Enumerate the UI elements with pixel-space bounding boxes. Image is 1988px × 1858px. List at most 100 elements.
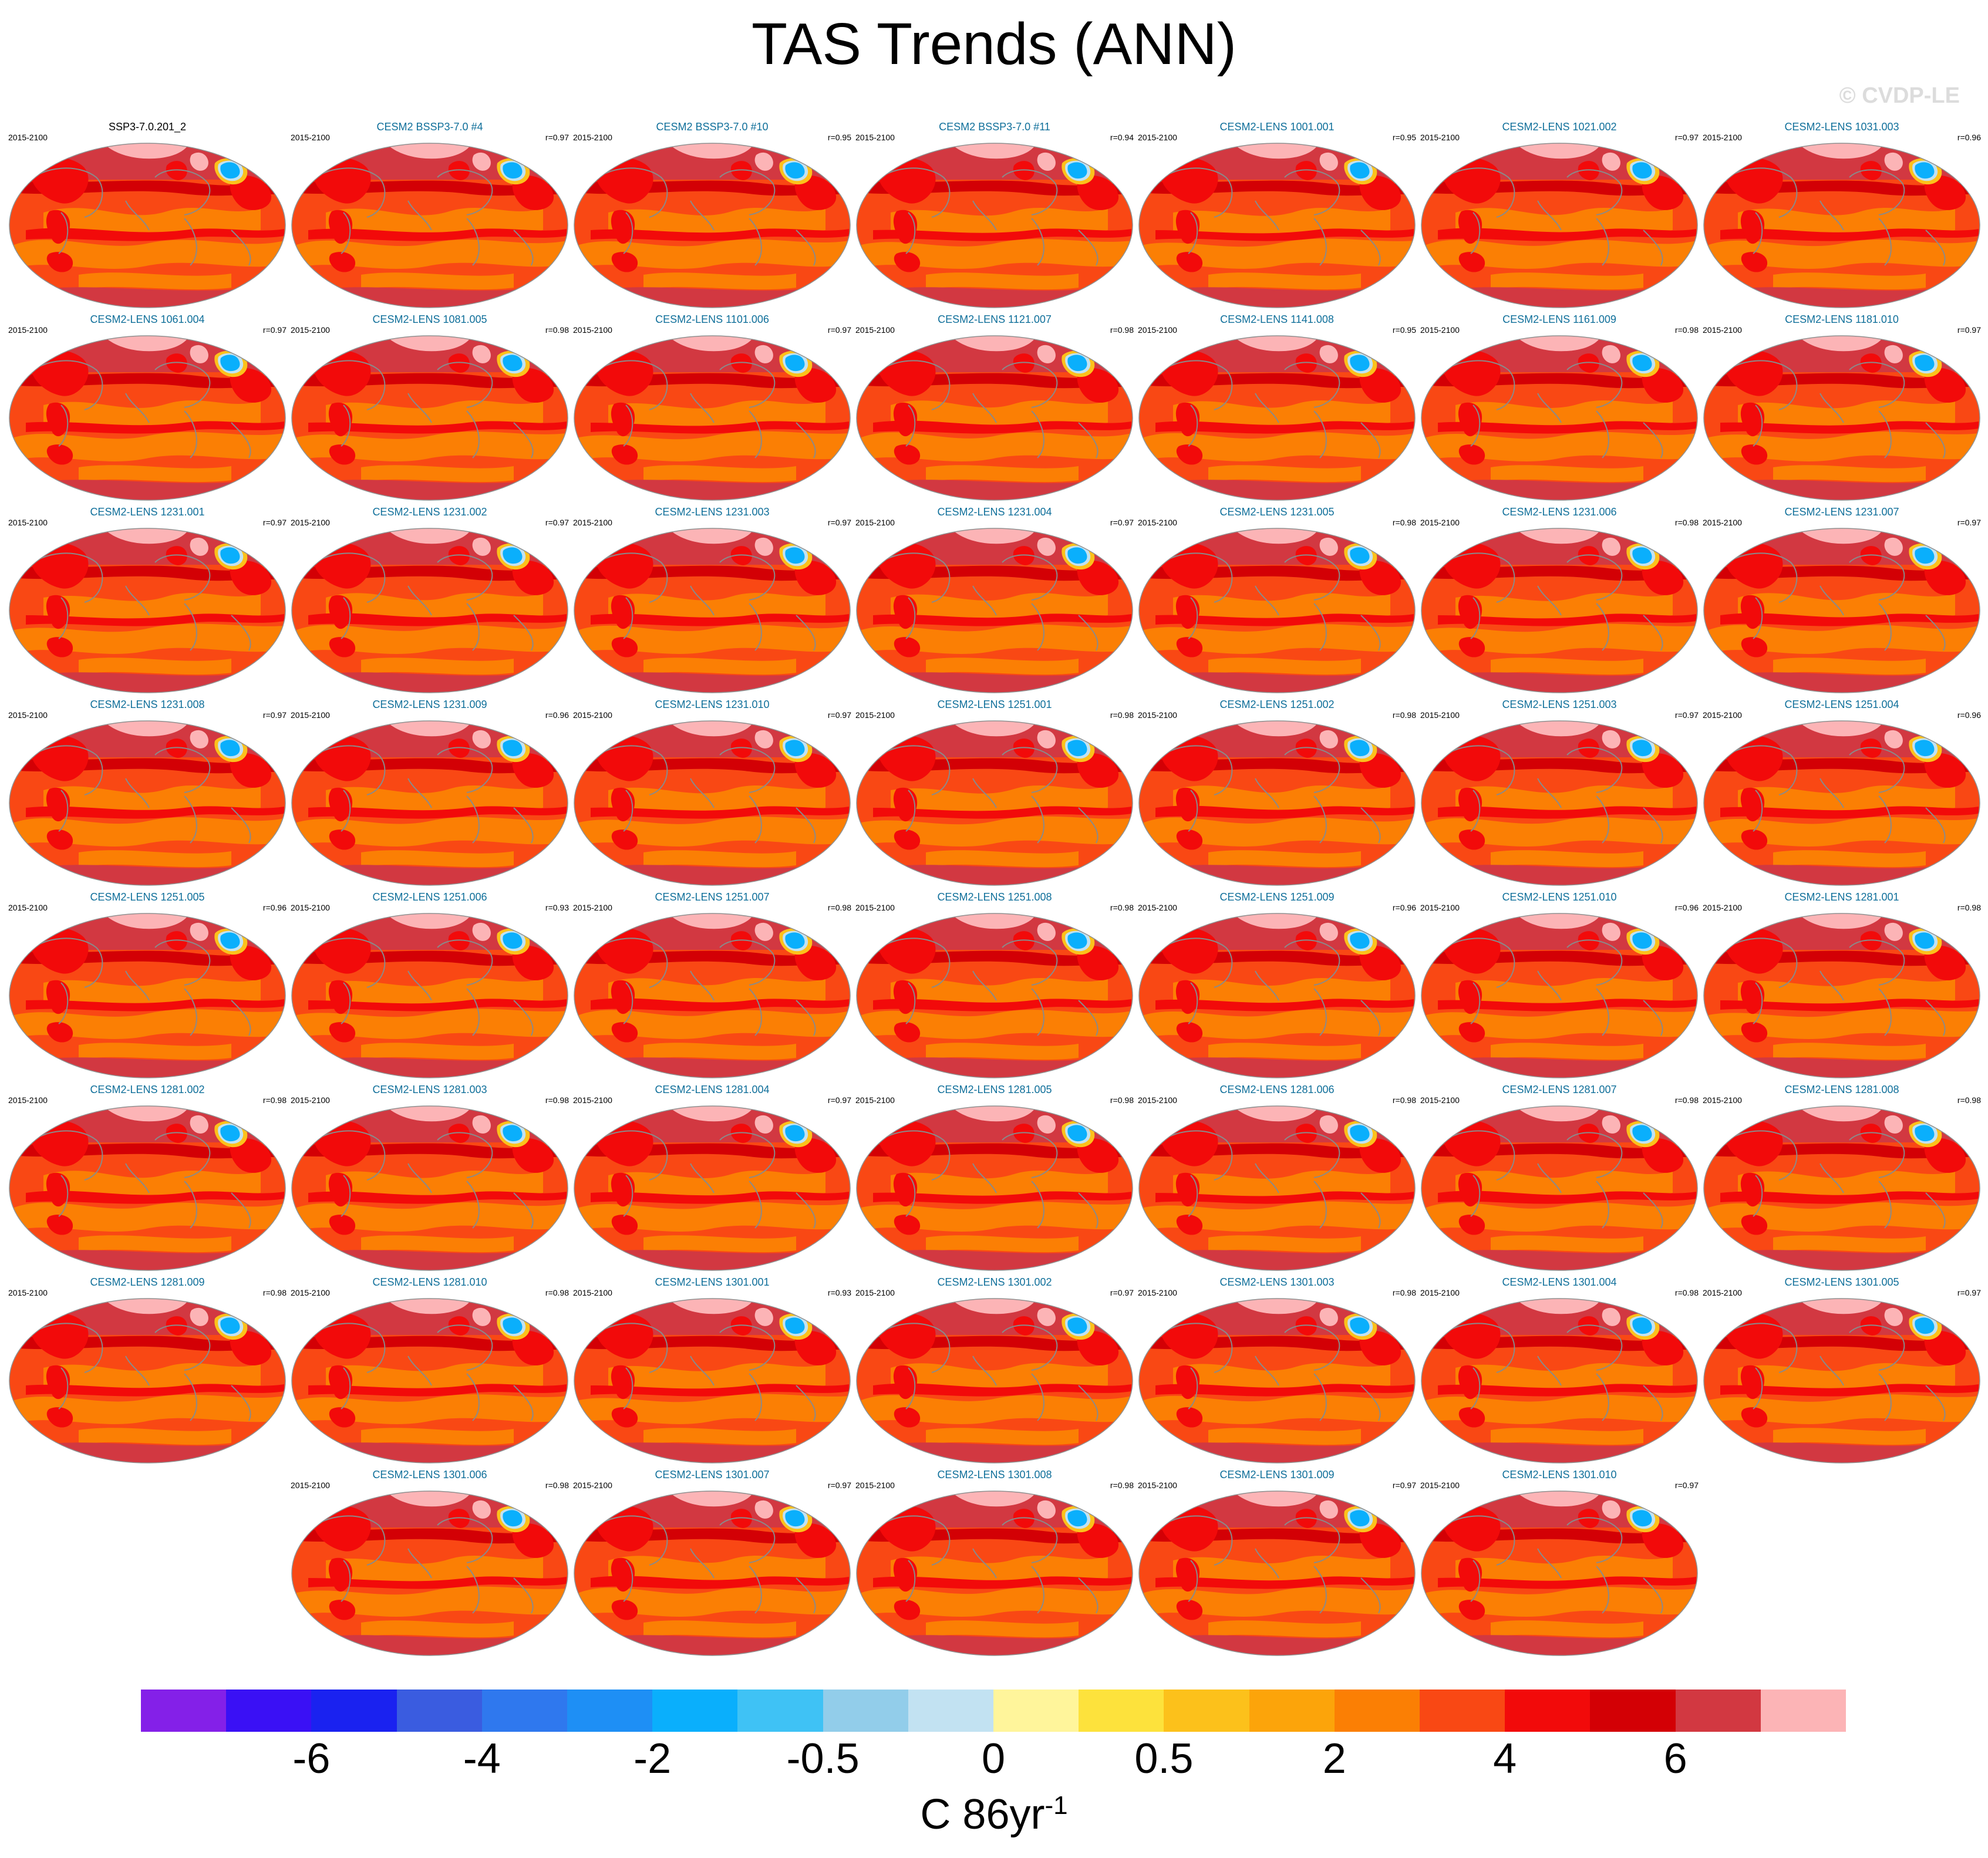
panel-title: CESM2-LENS 1301.005 <box>1784 1276 1899 1288</box>
map-fill <box>857 721 1133 885</box>
panel-title: CESM2-LENS 1231.006 <box>1502 506 1617 518</box>
panel-title: CESM2-LENS 1301.001 <box>655 1276 770 1288</box>
map-panel: CESM2-LENS 1231.005 2015-2100 r=0.98 <box>1138 506 1416 694</box>
panel-period: 2015-2100 <box>855 1481 895 1490</box>
panel-pattern-correlation: r=0.97 <box>1674 710 1699 720</box>
colorbar-box <box>1164 1690 1250 1732</box>
map-panel: CESM2-LENS 1251.003 2015-2100 r=0.97 <box>1420 699 1699 886</box>
panel-map <box>1420 1297 1699 1464</box>
panel-pattern-correlation: r=0.98 <box>1674 1095 1699 1105</box>
panel-map <box>573 335 851 501</box>
map <box>856 1491 1133 1656</box>
panel-map <box>855 1490 1134 1657</box>
panel-title: CESM2-LENS 1301.007 <box>655 1469 770 1481</box>
map <box>574 1105 851 1271</box>
map-fill <box>1139 143 1415 308</box>
panel-title: CESM2-LENS 1031.003 <box>1784 121 1899 133</box>
colorbar-box <box>311 1690 397 1732</box>
colorbar-box <box>1675 1690 1761 1732</box>
watermark: © CVDP-LE <box>1839 83 1960 108</box>
panel-title: CESM2-LENS 1081.005 <box>372 313 487 325</box>
panel-period: 2015-2100 <box>1420 710 1460 720</box>
panel-map <box>1138 1297 1416 1464</box>
panel-map <box>855 912 1134 1079</box>
panel-map <box>1138 1490 1416 1657</box>
panel-map <box>1138 1105 1416 1272</box>
map <box>1703 528 1980 693</box>
map-panel: CESM2-LENS 1121.007 2015-2100 r=0.98 <box>855 313 1134 501</box>
panel-title: CESM2-LENS 1251.006 <box>372 891 487 903</box>
map-panel: CESM2-LENS 1301.001 2015-2100 r=0.93 <box>573 1276 851 1464</box>
map-panel: CESM2-LENS 1141.008 2015-2100 r=0.95 <box>1138 313 1416 501</box>
panel-pattern-correlation: r=0.98 <box>262 1288 287 1297</box>
map-fill <box>1139 913 1415 1078</box>
panel-map <box>573 720 851 886</box>
panel-period: 2015-2100 <box>573 1481 612 1490</box>
panel-map <box>8 527 287 694</box>
panel-period: 2015-2100 <box>573 133 612 142</box>
map <box>1421 1105 1698 1271</box>
panel-pattern-correlation: r=0.98 <box>1110 903 1134 912</box>
colorbar-tick-label: -4 <box>463 1735 501 1782</box>
map-fill <box>1704 1299 1980 1463</box>
map-panel: CESM2-LENS 1301.008 2015-2100 r=0.98 <box>855 1469 1134 1657</box>
panel-period: 2015-2100 <box>1703 1288 1742 1297</box>
colorbar-box <box>1505 1690 1591 1732</box>
panel-map <box>291 1297 569 1464</box>
panel-title: CESM2-LENS 1061.004 <box>90 313 205 325</box>
map <box>1138 913 1416 1078</box>
map-fill <box>292 528 568 693</box>
map-panel: CESM2-LENS 1231.008 2015-2100 r=0.97 <box>8 699 287 886</box>
map-panel: CESM2-LENS 1301.002 2015-2100 r=0.97 <box>855 1276 1134 1464</box>
panel-pattern-correlation: r=0.97 <box>1110 518 1134 527</box>
panel-pattern-correlation: r=0.96 <box>1957 710 1981 720</box>
map-panel: CESM2-LENS 1251.006 2015-2100 r=0.93 <box>291 891 569 1079</box>
panel-period: 2015-2100 <box>8 1095 48 1105</box>
panel-title: CESM2-LENS 1231.001 <box>90 506 205 518</box>
panel-title: CESM2-LENS 1161.009 <box>1502 313 1616 325</box>
panel-period: 2015-2100 <box>1420 518 1460 527</box>
panel-map <box>573 1105 851 1272</box>
panel-period: 2015-2100 <box>855 1095 895 1105</box>
panel-map <box>855 527 1134 694</box>
panel-period: 2015-2100 <box>291 1288 330 1297</box>
panel-pattern-correlation: r=0.96 <box>1392 903 1416 912</box>
panel-period: 2015-2100 <box>855 518 895 527</box>
map <box>9 913 286 1078</box>
panel-title: CESM2-LENS 1121.007 <box>938 313 1052 325</box>
panel-title: CESM2-LENS 1281.005 <box>937 1084 1052 1095</box>
panel-title: CESM2-LENS 1281.001 <box>1784 891 1899 903</box>
panel-pattern-correlation: r=0.97 <box>1674 1481 1699 1490</box>
panel-pattern-correlation: r=0.98 <box>1110 1481 1134 1490</box>
map-panel: CESM2-LENS 1081.005 2015-2100 r=0.98 <box>291 313 569 501</box>
map-panel: CESM2 BSSP3-7.0 #4 2015-2100 r=0.97 <box>291 121 569 309</box>
panel-period: 2015-2100 <box>855 903 895 912</box>
map-fill <box>1704 913 1980 1078</box>
map <box>1703 143 1980 308</box>
panel-pattern-correlation: r=0.98 <box>545 1095 569 1105</box>
panel-period: 2015-2100 <box>1420 1481 1460 1490</box>
panel-pattern-correlation: r=0.98 <box>1957 1095 1981 1105</box>
panel-period: 2015-2100 <box>291 325 330 335</box>
map-fill <box>1421 1491 1697 1655</box>
panel-period: 2015-2100 <box>1703 133 1742 142</box>
colorbar-tick-label: -6 <box>292 1735 331 1782</box>
map-panel: CESM2-LENS 1251.010 2015-2100 r=0.96 <box>1420 891 1699 1079</box>
map <box>1421 335 1698 501</box>
map-panel: CESM2-LENS 1251.009 2015-2100 r=0.96 <box>1138 891 1416 1079</box>
map-panel: CESM2-LENS 1281.007 2015-2100 r=0.98 <box>1420 1084 1699 1272</box>
panel-period: 2015-2100 <box>573 710 612 720</box>
panel-map <box>1703 335 1981 501</box>
map-fill <box>1421 143 1697 308</box>
panel-pattern-correlation: r=0.98 <box>545 1288 569 1297</box>
panel-map <box>1420 720 1699 886</box>
panel-period: 2015-2100 <box>1703 518 1742 527</box>
panel-title: CESM2-LENS 1001.001 <box>1219 121 1335 133</box>
panel-pattern-correlation: r=0.97 <box>1957 518 1981 527</box>
map-panel: CESM2-LENS 1061.004 2015-2100 r=0.97 <box>8 313 287 501</box>
map <box>574 335 851 501</box>
panel-period: 2015-2100 <box>291 903 330 912</box>
panel-title: CESM2-LENS 1231.004 <box>937 506 1052 518</box>
map-fill <box>574 528 850 693</box>
panel-period: 2015-2100 <box>1420 1095 1460 1105</box>
